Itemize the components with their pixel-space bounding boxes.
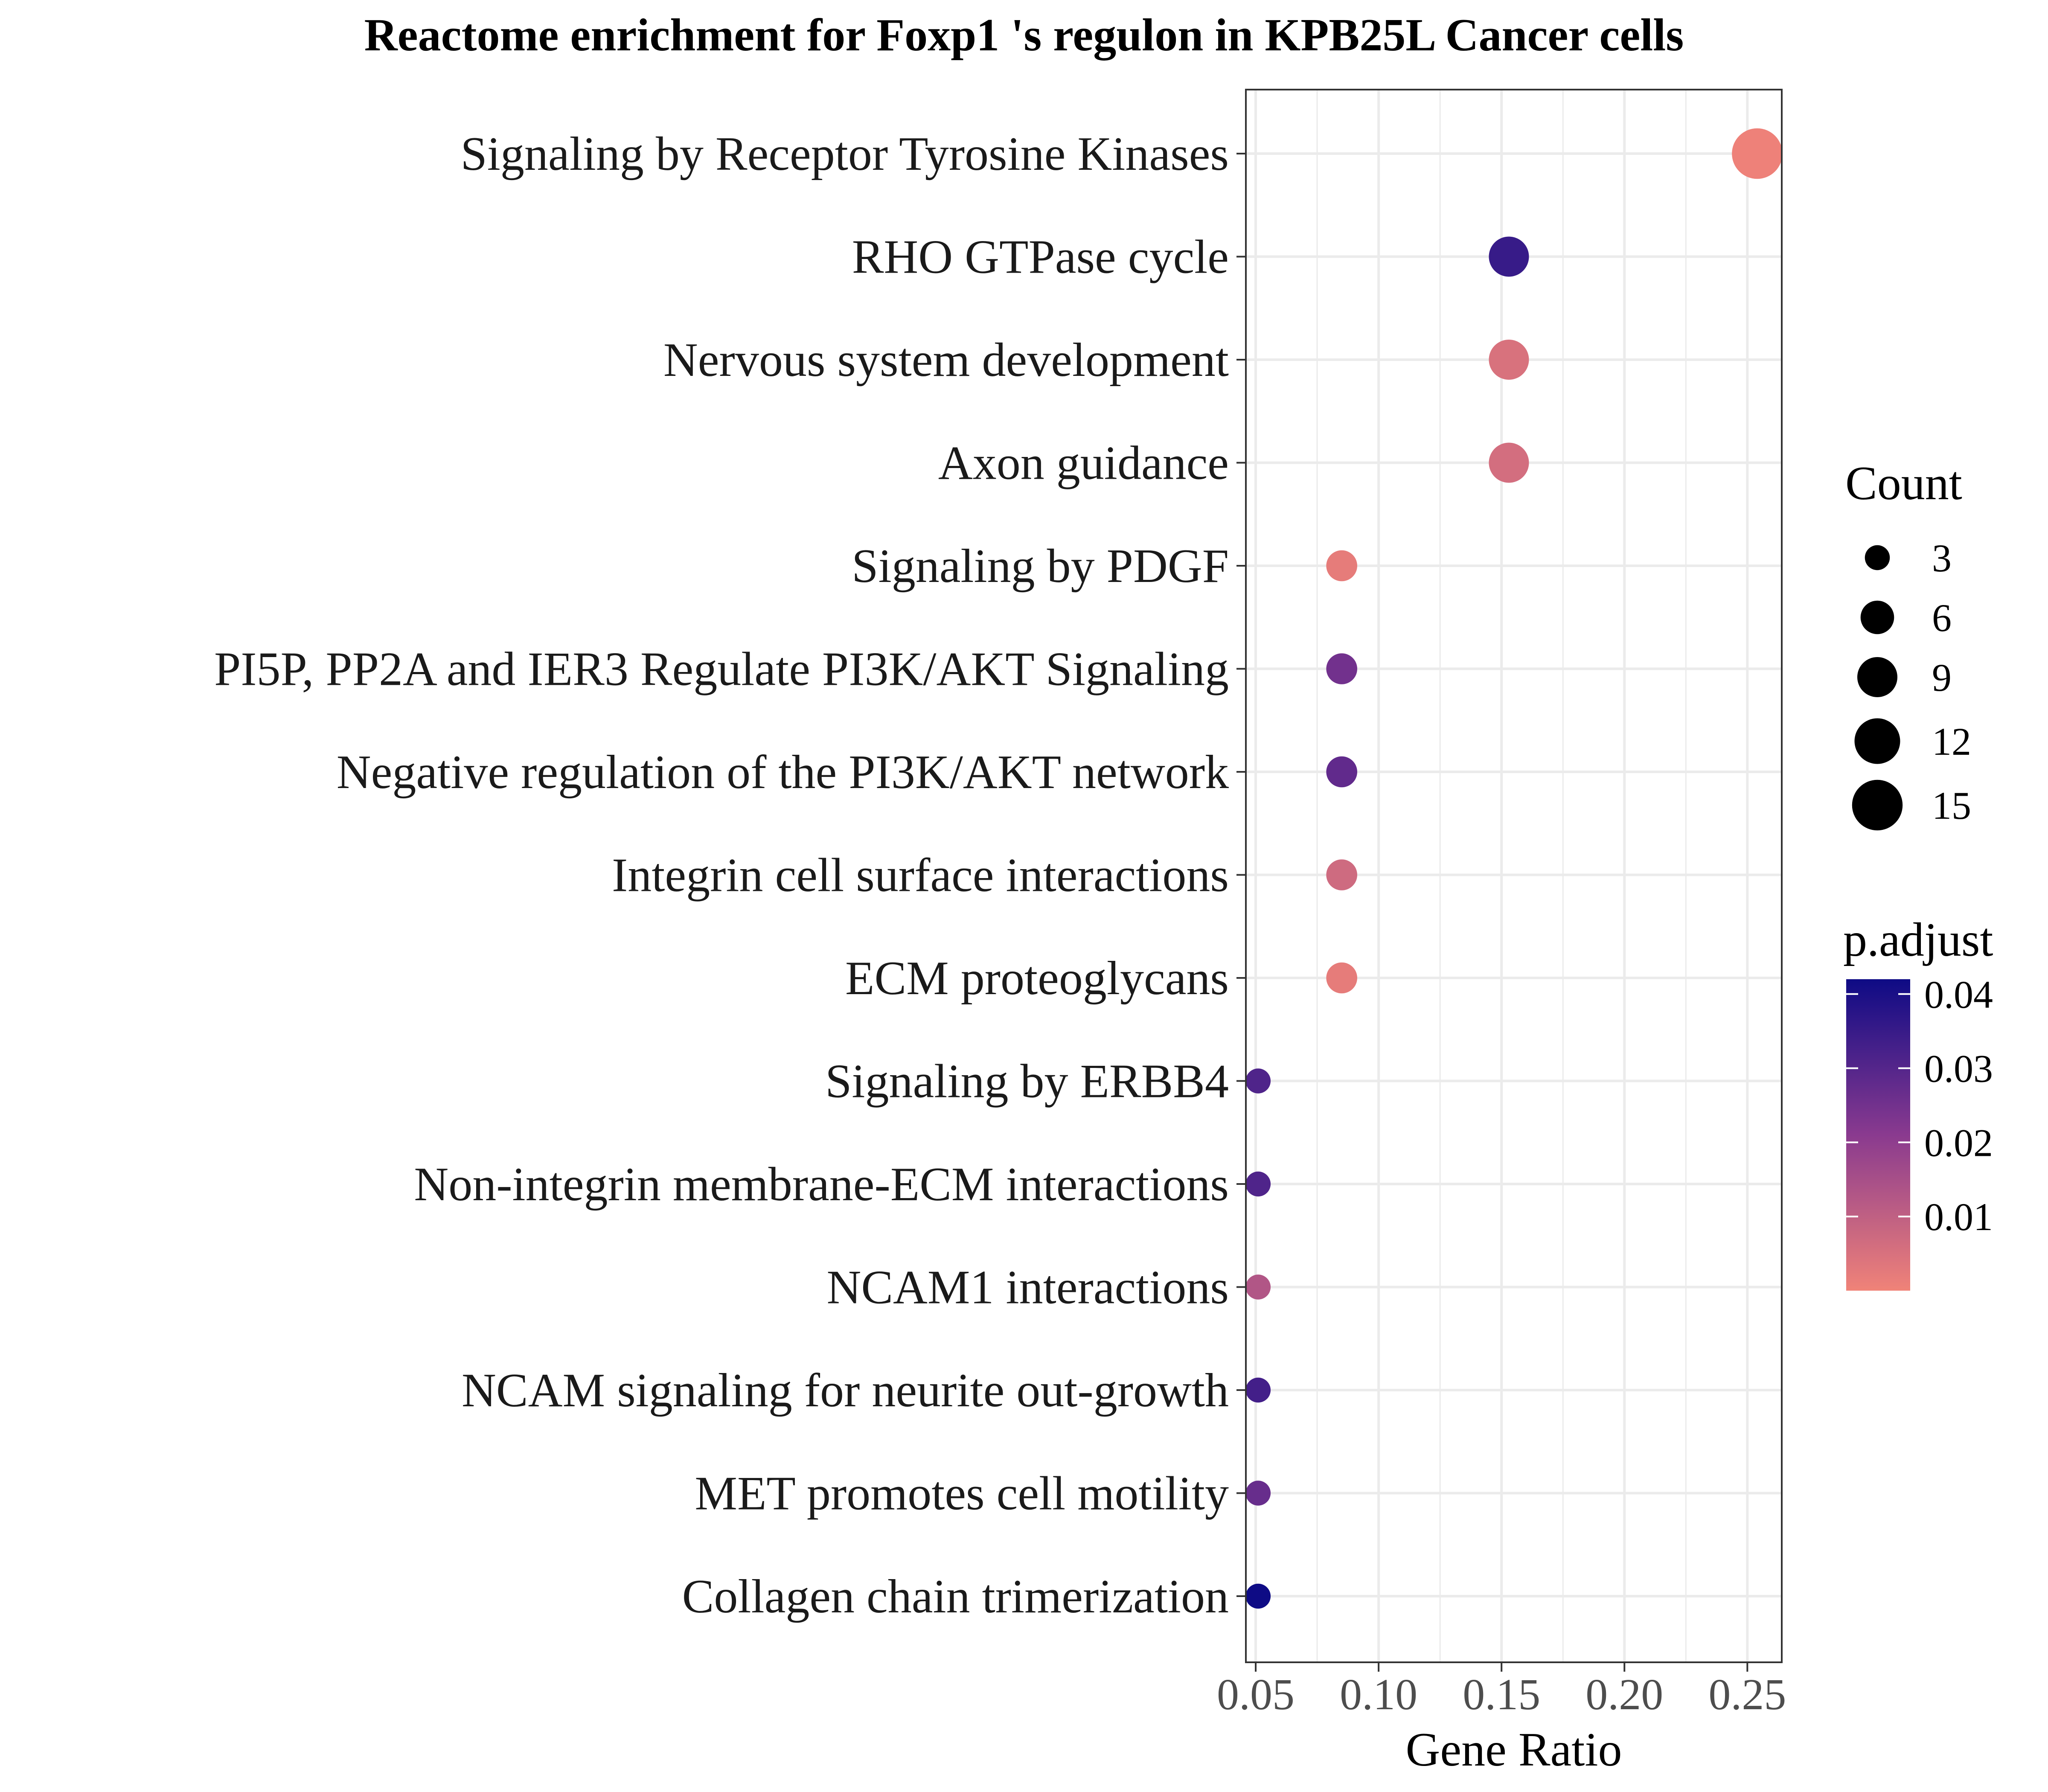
data-point (1245, 1068, 1271, 1094)
count-legend-key (1852, 780, 1903, 831)
data-points (1245, 128, 1783, 1609)
category-label: ECM proteoglycans (845, 952, 1229, 1005)
x-tick-label: 0.05 (1217, 1670, 1295, 1719)
padjust-legend-label: 0.02 (1924, 1121, 1993, 1164)
count-legend-title: Count (1845, 457, 1962, 510)
category-label: Negative regulation of the PI3K/AKT netw… (337, 746, 1229, 799)
category-label: Signaling by ERBB4 (825, 1055, 1229, 1108)
count-legend-label: 15 (1932, 784, 1971, 827)
category-label: Nervous system development (663, 334, 1229, 387)
category-label: RHO GTPase cycle (852, 231, 1229, 284)
legends: Count p.adjust 3 6 9 12 15 0.04 0.03 0.02 0.01 (1843, 457, 1993, 1291)
count-legend: 3 6 9 12 15 (1852, 536, 1971, 831)
data-point (1245, 1481, 1271, 1506)
category-label: NCAM1 interactions (826, 1261, 1229, 1314)
data-point (1489, 236, 1529, 277)
category-label: Signaling by PDGF (852, 540, 1229, 593)
chart-title: Reactome enrichment for Foxp1 's regulon… (364, 10, 1684, 61)
padjust-legend-label: 0.03 (1924, 1047, 1993, 1091)
data-point (1732, 128, 1783, 179)
count-legend-key (1865, 545, 1890, 570)
padjust-legend: 0.04 0.03 0.02 0.01 (1846, 973, 1993, 1291)
category-axis: Signaling by Receptor Tyrosine Kinases RH… (214, 128, 1246, 1623)
data-point (1245, 1171, 1271, 1197)
count-legend-label: 3 (1932, 536, 1952, 580)
data-point (1245, 1274, 1271, 1300)
data-point (1245, 1377, 1271, 1403)
category-label: Non-integrin membrane-ECM interactions (414, 1158, 1229, 1211)
grid-lines (1246, 90, 1782, 1662)
data-point (1326, 962, 1358, 994)
data-point (1326, 550, 1358, 582)
data-point (1326, 859, 1358, 890)
data-point (1326, 756, 1358, 788)
category-label: Axon guidance (938, 437, 1229, 490)
count-legend-label: 12 (1932, 720, 1971, 763)
count-legend-label: 6 (1932, 596, 1952, 640)
category-label: Collagen chain trimerization (682, 1570, 1229, 1623)
x-tick-label: 0.10 (1340, 1670, 1417, 1719)
category-label: MET promotes cell motility (695, 1467, 1229, 1520)
category-label: PI5P, PP2A and IER3 Regulate PI3K/AKT Si… (214, 643, 1229, 696)
data-point (1489, 340, 1529, 380)
count-legend-label: 9 (1932, 656, 1952, 699)
padjust-colorbar (1846, 979, 1910, 1291)
x-tick-label: 0.25 (1708, 1670, 1786, 1719)
padjust-legend-label: 0.04 (1924, 973, 1993, 1016)
data-point (1245, 1583, 1271, 1609)
x-axis: 0.05 0.10 0.15 0.20 0.25 (1217, 1662, 1786, 1719)
x-tick-label: 0.15 (1463, 1670, 1540, 1719)
category-label: NCAM signaling for neurite out-growth (462, 1364, 1229, 1417)
category-label: Integrin cell surface interactions (612, 849, 1229, 902)
count-legend-key (1857, 657, 1897, 697)
padjust-legend-label: 0.01 (1924, 1195, 1993, 1239)
data-point (1326, 653, 1358, 684)
x-tick-label: 0.20 (1585, 1670, 1663, 1719)
count-legend-key (1854, 718, 1900, 764)
x-axis-title: Gene Ratio (1406, 1723, 1622, 1776)
category-label: Signaling by Receptor Tyrosine Kinases (461, 128, 1229, 180)
padjust-legend-title: p.adjust (1843, 913, 1993, 966)
plot-panel (1245, 89, 1783, 1663)
data-point (1489, 442, 1529, 483)
count-legend-key (1860, 600, 1894, 634)
